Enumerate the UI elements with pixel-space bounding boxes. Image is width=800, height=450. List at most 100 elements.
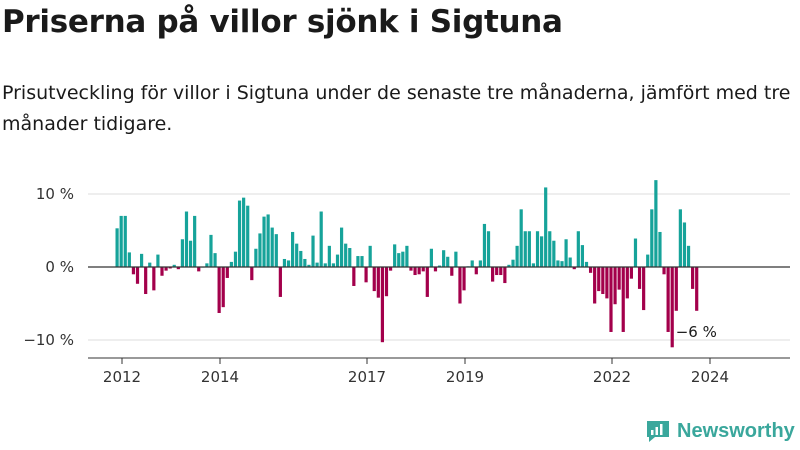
bar <box>548 231 552 267</box>
bar <box>331 263 336 267</box>
bar <box>299 250 303 267</box>
bar <box>617 267 621 290</box>
bar <box>286 260 291 267</box>
bar <box>184 211 189 267</box>
bar <box>515 245 519 267</box>
bar <box>572 267 576 270</box>
bar <box>127 252 131 267</box>
bar <box>254 248 258 267</box>
bar <box>409 267 413 271</box>
bar <box>352 267 356 286</box>
bar <box>233 251 238 267</box>
bar <box>642 267 646 311</box>
bar <box>442 250 446 267</box>
bar <box>384 267 389 297</box>
bar <box>356 256 360 267</box>
bar <box>139 253 144 267</box>
bar <box>519 209 523 267</box>
bar <box>295 243 299 267</box>
chart-subtitle: Prisutveckling för villor i Sigtuna unde… <box>2 82 791 135</box>
bar <box>131 267 136 275</box>
bar <box>303 258 307 267</box>
bar <box>597 267 601 292</box>
bar <box>156 254 160 267</box>
bar <box>658 231 662 267</box>
bar <box>531 263 536 267</box>
bar <box>568 257 572 267</box>
newsworthy-logo: Newsworthy <box>645 419 795 443</box>
bar <box>266 214 270 267</box>
bar <box>486 231 491 267</box>
bar <box>180 239 185 267</box>
x-tick-label: 2014 <box>201 368 239 386</box>
bar <box>629 267 633 279</box>
bar <box>654 180 658 267</box>
bar <box>323 263 327 267</box>
bar <box>168 267 172 269</box>
bar <box>646 254 650 267</box>
bar <box>695 267 699 311</box>
bar <box>613 267 617 305</box>
bar <box>291 231 295 267</box>
bar <box>511 259 515 267</box>
bar <box>678 209 682 267</box>
bar <box>544 187 548 267</box>
bar <box>152 267 156 291</box>
bar <box>580 245 585 267</box>
bar <box>507 264 511 267</box>
bar <box>601 267 605 295</box>
bar <box>682 222 687 267</box>
y-tick-label: −10 % <box>23 331 74 349</box>
bar <box>209 234 213 267</box>
bar <box>576 231 580 267</box>
bar <box>250 267 254 281</box>
bar <box>148 262 152 267</box>
bar <box>123 215 127 267</box>
y-tick-label: 0 % <box>45 258 74 276</box>
bar <box>527 231 531 267</box>
bar <box>535 231 540 267</box>
bar <box>584 261 589 267</box>
bar <box>368 245 372 267</box>
bar <box>421 267 425 272</box>
bar <box>307 264 311 267</box>
bar <box>633 238 638 267</box>
bar <box>225 267 229 278</box>
bar <box>282 258 287 267</box>
bar <box>609 267 613 332</box>
bar <box>433 267 438 272</box>
bar <box>144 267 148 295</box>
bar <box>258 233 262 267</box>
bar <box>164 267 168 271</box>
x-tick-label: 2022 <box>593 368 631 386</box>
bar <box>393 244 397 267</box>
y-tick-label: 10 % <box>36 185 74 203</box>
bar <box>564 239 568 267</box>
x-tick-label: 2024 <box>691 368 729 386</box>
bar <box>478 260 482 267</box>
bar <box>458 267 462 304</box>
bar <box>666 267 670 332</box>
bar <box>491 267 495 282</box>
chart-title: Priserna på villor sjönk i Sigtuna <box>2 4 563 40</box>
bar <box>674 267 678 311</box>
x-tick-label: 2019 <box>446 368 484 386</box>
bar <box>691 267 695 289</box>
bar <box>344 243 348 267</box>
bar <box>523 231 527 267</box>
bar <box>135 267 140 284</box>
bar <box>160 267 164 276</box>
x-tick-label: 2017 <box>348 368 386 386</box>
bar <box>429 248 433 267</box>
bar <box>588 267 593 273</box>
bar <box>274 234 278 267</box>
bar <box>482 223 487 267</box>
bar <box>348 248 352 267</box>
bar <box>197 267 201 272</box>
newsworthy-logo-icon <box>647 421 669 442</box>
bar <box>327 245 331 267</box>
bar <box>364 267 368 283</box>
bar <box>205 263 209 267</box>
bar <box>376 267 380 298</box>
bar <box>380 267 385 343</box>
